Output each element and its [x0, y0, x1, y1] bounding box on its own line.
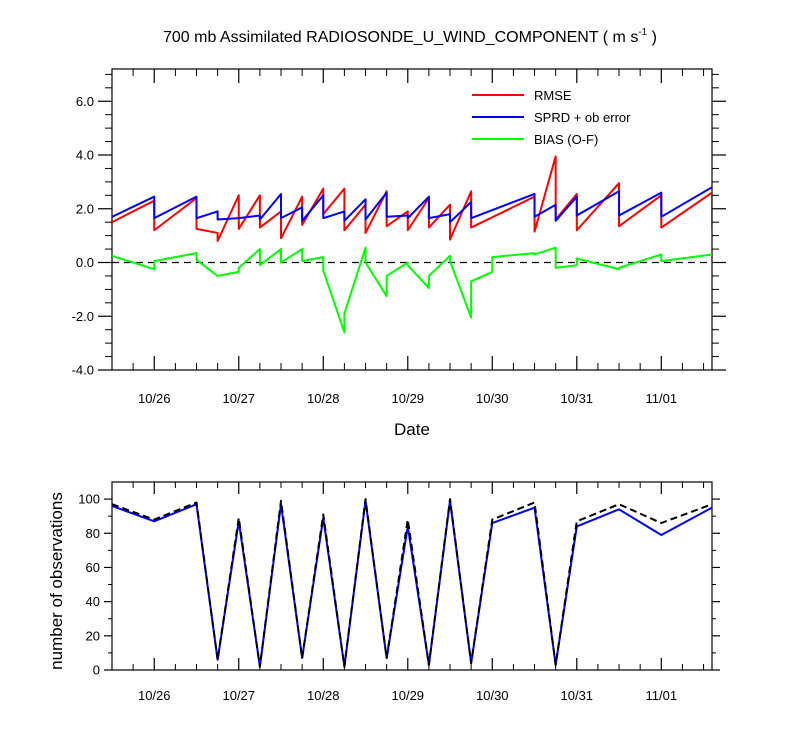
top-x-tick-label: 11/01: [646, 391, 678, 406]
bottom-y-tick-label: 80: [86, 526, 100, 541]
bottom-series-assimilated-line: [112, 499, 712, 668]
top-y-tick-label: -4.0: [72, 363, 94, 378]
legend-label-bias-o-f: BIAS (O-F): [534, 132, 598, 147]
top-panel: 10/26 10/27 10/28 10/29 10/30 10/31 11/01 -4.0 -…: [72, 68, 726, 406]
top-y-tick-label: 6.0: [76, 94, 94, 109]
chart-title: 700 mb Assimilated RADIOSONDE_U_WIND_COM…: [163, 27, 657, 46]
legend-label-rmse: RMSE: [534, 88, 572, 103]
bottom-x-tick-label: 10/28: [307, 688, 340, 703]
top-series-sprd-ob-error-line: [112, 186, 712, 224]
bottom-y-tick-label: 60: [86, 560, 100, 575]
x-axis-title: Date: [394, 420, 430, 439]
top-x-tick-label: 10/27: [222, 391, 255, 406]
bottom-frame: [111, 481, 713, 671]
bottom-x-tick-label: 10/27: [222, 688, 255, 703]
top-x-tick-label: 10/28: [307, 391, 340, 406]
top-x-tick-label: 10/26: [138, 391, 171, 406]
top-y-tick-label: 2.0: [76, 201, 94, 216]
bottom-x-tick-label: 11/01: [646, 688, 678, 703]
top-y-tick-label: -2.0: [72, 309, 94, 324]
bottom-y-tick-label: 100: [78, 492, 100, 507]
bottom-x-tick-label: 10/29: [392, 688, 425, 703]
top-x-tick-label: 10/30: [476, 391, 509, 406]
legend-label-sprd-ob-error: SPRD + ob error: [534, 110, 631, 125]
bottom-series-possible-line: [112, 498, 712, 668]
top-x-tick-label: 10/29: [392, 391, 425, 406]
top-axes: 10/26 10/27 10/28 10/29 10/30 10/31 11/01 -4.0 -…: [72, 68, 726, 406]
bottom-panel: 10/26 10/27 10/28 10/29 10/30 10/31 11/01 0 20 40…: [78, 481, 720, 703]
bottom-x-tick-label: 10/30: [476, 688, 509, 703]
bottom-x-tick-label: 10/31: [561, 688, 594, 703]
top-series-rmse-line: [112, 155, 712, 242]
y-axis-title-observations: number of observations: [47, 492, 66, 670]
top-series-bias-o-f-line: [112, 246, 712, 334]
bottom-y-tick-label: 40: [86, 594, 100, 609]
bottom-x-tick-label: 10/26: [138, 688, 171, 703]
bottom-axes: 10/26 10/27 10/28 10/29 10/30 10/31 11/01 0 20 40…: [78, 481, 720, 703]
top-legend: RMSE SPRD + ob error BIAS (O-F): [472, 88, 631, 147]
bottom-y-tick-label: 0: [93, 663, 100, 678]
top-y-tick-label: 0.0: [76, 255, 94, 270]
top-x-tick-label: 10/31: [561, 391, 594, 406]
bottom-y-tick-label: 20: [86, 628, 100, 643]
top-y-tick-label: 4.0: [76, 148, 94, 163]
